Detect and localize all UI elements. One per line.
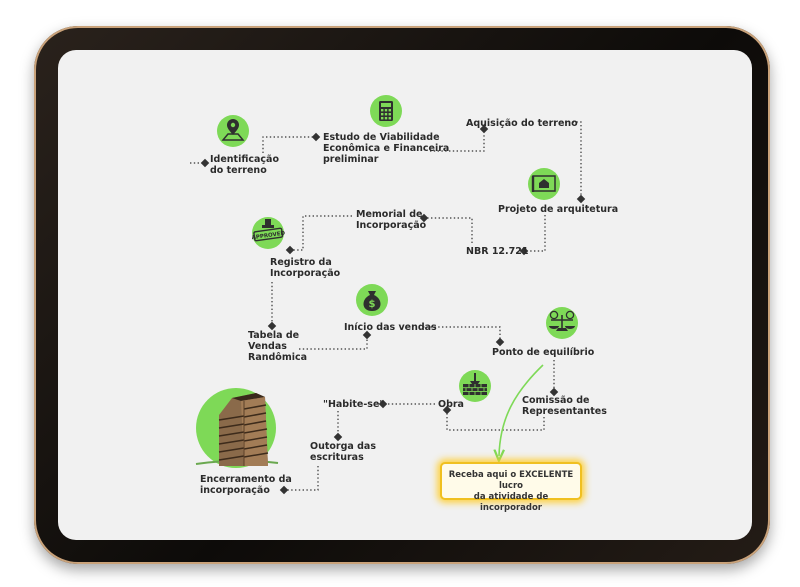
step-memorial: Memorial de Incorporação <box>356 209 427 231</box>
brick-wall-icon <box>459 370 491 402</box>
dot <box>362 330 372 340</box>
step-label-line: "Habite-se" <box>323 399 384 410</box>
dot <box>442 405 452 415</box>
step-aquisicao: Aquisição do terreno <box>466 118 578 129</box>
dot <box>495 337 505 347</box>
dot <box>311 132 321 142</box>
svg-text:APPROVED: APPROVED <box>251 231 286 242</box>
dot <box>285 245 295 255</box>
dot <box>267 321 277 331</box>
step-label-line: Registro da <box>270 257 332 268</box>
step-encerramento: Encerramento da incorporação <box>200 474 292 496</box>
step-label-line: Representantes <box>522 406 607 417</box>
dot <box>549 387 559 397</box>
step-label-line: Ponto de equilíbrio <box>492 347 595 358</box>
step-label-line: Identificação <box>210 154 279 165</box>
step-label-line: Obra <box>438 399 464 410</box>
svg-text:$: $ <box>369 299 376 310</box>
connectors <box>190 121 582 491</box>
connector-projeto-nbr <box>525 215 546 252</box>
step-label-line: Projeto de arquitetura <box>498 204 618 215</box>
step-label-line: Incorporação <box>270 268 341 279</box>
step-projeto: Projeto de arquitetura <box>498 204 618 215</box>
money-bag-icon: $ <box>356 284 388 316</box>
step-identificacao: Identificação do terreno <box>210 154 279 176</box>
cta-line-2: da atividade de incorporador <box>473 492 549 513</box>
connector-tabela-inicio <box>299 336 368 350</box>
step-obra: Obra <box>438 399 464 410</box>
connector-estudo-aquisicao <box>430 131 485 152</box>
step-label-line: Estudo de Viabilidade <box>323 132 440 143</box>
step-label-line: escrituras <box>310 452 364 463</box>
blueprint-house-icon <box>528 168 560 200</box>
highlight-arrow <box>499 364 544 456</box>
dot <box>378 399 388 409</box>
step-label-line: do terreno <box>210 165 267 176</box>
step-label-line: Aquisição do terreno <box>466 118 578 129</box>
step-label-line: Comissão de <box>522 395 589 406</box>
building-tower-icon <box>195 388 279 468</box>
step-label-line: Memorial de <box>356 209 422 220</box>
step-label-line: Outorga das <box>310 441 376 452</box>
step-inicio: Início das vendas <box>344 322 437 333</box>
dot <box>576 194 586 204</box>
balance-scale-icon <box>546 307 578 339</box>
dot <box>333 432 343 442</box>
step-label-line: Randômica <box>248 352 307 363</box>
dot <box>479 124 489 134</box>
step-label-line: Econômica e Financeira <box>323 143 449 154</box>
connector-nbr-memorial <box>423 217 473 243</box>
step-label-line: Incorporação <box>356 220 427 231</box>
connector-inicio-ponto <box>423 326 501 342</box>
tablet-screen <box>58 50 752 540</box>
step-registro: Registro da Incorporação <box>270 257 341 279</box>
step-estudo: Estudo de Viabilidade Econômica e Finance… <box>323 132 449 165</box>
dot <box>279 485 289 495</box>
cta-line-1: Receba aqui o EXCELENTE lucro <box>448 470 574 491</box>
step-habite: "Habite-se" <box>323 399 384 410</box>
step-outorga: Outorga das escrituras <box>310 441 376 463</box>
step-ponto: Ponto de equilíbrio <box>492 347 595 358</box>
calculator-icon <box>370 95 402 127</box>
connector-identificacao-estudo <box>262 136 315 153</box>
map-pin-icon <box>217 115 249 147</box>
approved-stamp-icon: APPROVED <box>251 217 286 249</box>
connector-memorial-registro <box>290 215 352 251</box>
step-nbr: NBR 12.721 <box>466 246 528 257</box>
connector-dots <box>200 124 586 495</box>
step-label-line: Encerramento da <box>200 474 292 485</box>
step-label-line: preliminar <box>323 154 379 165</box>
connector-comissao-obra <box>446 410 545 431</box>
step-label-line: NBR 12.721 <box>466 246 528 257</box>
step-comissao: Comissão de Representantes <box>522 395 607 417</box>
step-label-line: incorporação <box>200 485 270 496</box>
step-label-line: Início das vendas <box>344 322 437 333</box>
connector-aquisicao-projeto <box>565 121 582 199</box>
profit-cta-button[interactable]: Receba aqui o EXCELENTE lucro da ativida… <box>440 462 582 513</box>
connector-outorga-encerramento <box>285 466 319 491</box>
step-tabela: Tabela de Vendas Randômica <box>248 330 307 363</box>
dot <box>200 158 210 168</box>
step-label-line: Tabela de <box>248 330 299 341</box>
dot <box>419 213 429 223</box>
step-label-line: Vendas <box>248 341 287 352</box>
